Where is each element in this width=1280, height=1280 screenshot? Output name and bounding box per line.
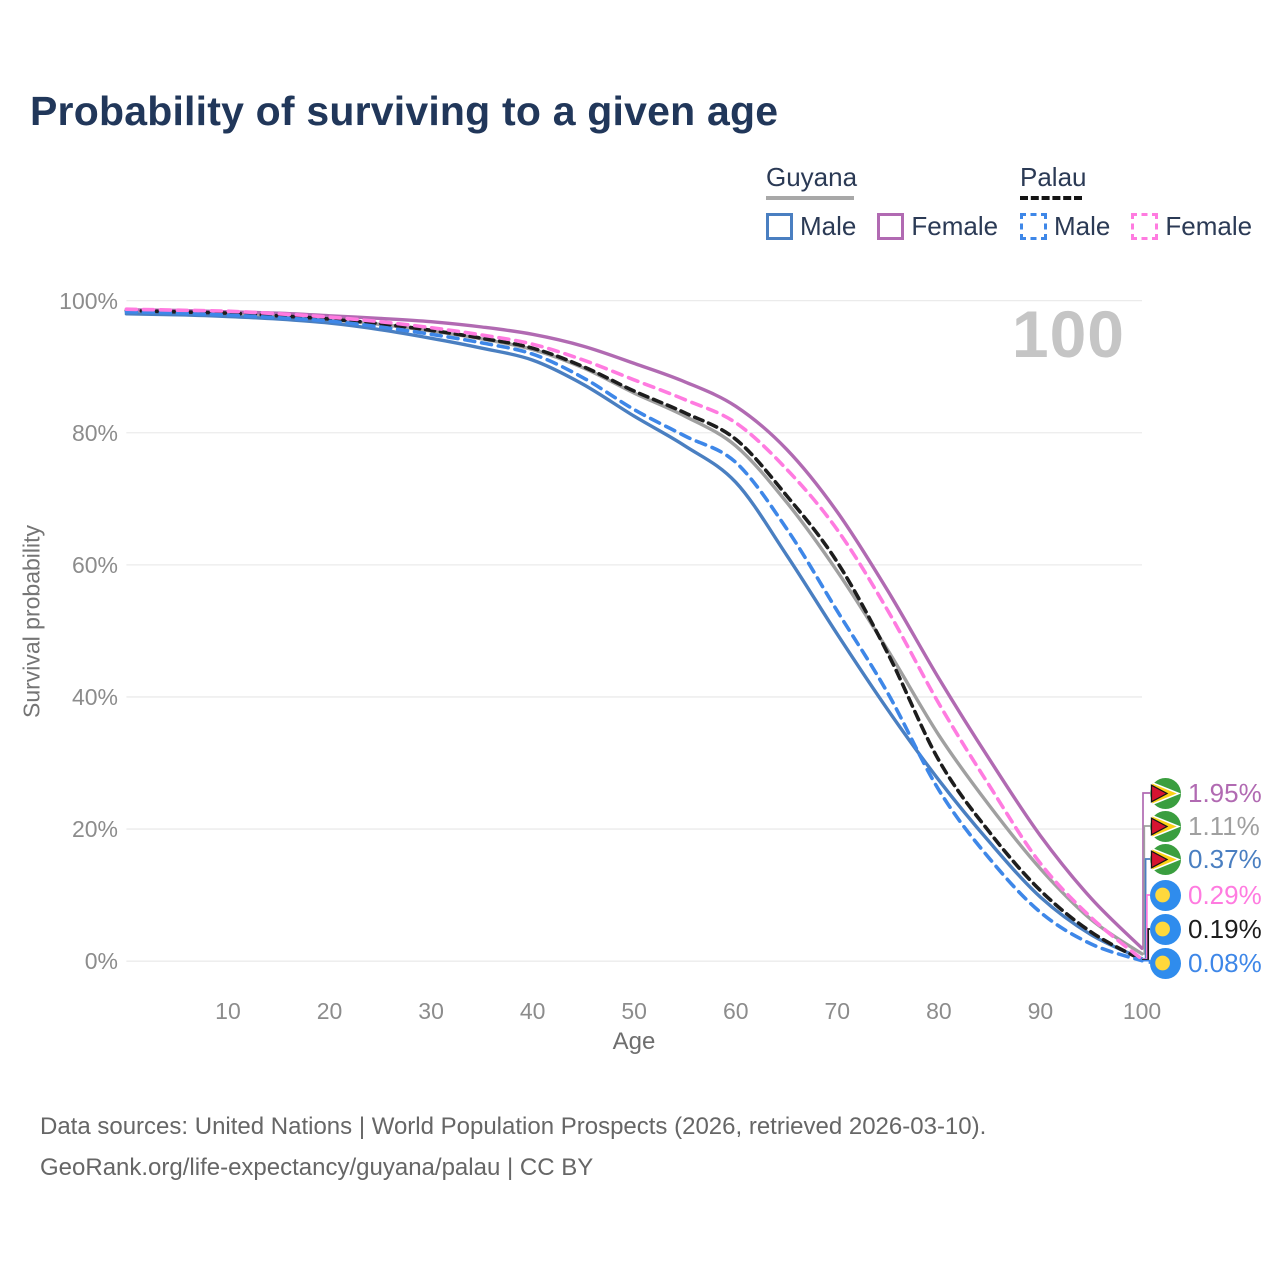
- end-label-row-palau-male: 0.08%: [1150, 946, 1262, 980]
- x-tick-label: 80: [926, 998, 952, 1024]
- footer-attribution-line: GeoRank.org/life-expectancy/guyana/palau…: [40, 1154, 594, 1181]
- legend-item-label: Male: [1054, 211, 1111, 241]
- legend-item-label: Female: [911, 211, 999, 241]
- watermark-age-100: 100: [1011, 297, 1125, 371]
- palau-flag-icon: [1150, 913, 1181, 945]
- guyana-flag-icon: [1150, 843, 1181, 875]
- x-tick-label: 90: [1027, 998, 1054, 1024]
- survival-at-100-value: 0.29%: [1188, 879, 1262, 910]
- y-tick-label: 100%: [59, 287, 118, 314]
- survival-at-100-value: 1.95%: [1188, 777, 1262, 808]
- legend-item-label: Male: [800, 211, 857, 241]
- guyana-flag-icon: [1150, 777, 1181, 809]
- survival-at-100-value: 0.08%: [1188, 947, 1262, 978]
- legend-item-guyana-female[interactable]: Female: [877, 211, 998, 242]
- end-label-row-palau-total: 0.19%: [1150, 912, 1262, 946]
- legend-country-palau: Palau: [1020, 162, 1087, 192]
- y-tick-label: 60%: [71, 551, 118, 578]
- legend-group-palau: Palau Male Female: [1020, 162, 1273, 242]
- footer: Data sources: United Nations | World Pop…: [40, 1106, 986, 1188]
- survival-plot: [124, 299, 1151, 964]
- guyana-flag-icon: [1150, 777, 1181, 809]
- legend-items-palau: Male Female: [1020, 211, 1273, 242]
- end-label-connector: [1142, 825, 1150, 955]
- end-label-row-guyana-female: 1.95%: [1150, 776, 1262, 810]
- palau-flag-icon: [1150, 947, 1181, 979]
- legend-item-label: Female: [1165, 211, 1253, 241]
- survival-curve-palau-male: [124, 310, 1144, 963]
- x-tick-label: 100: [1122, 998, 1162, 1024]
- legend-item-palau-male[interactable]: Male: [1020, 211, 1110, 242]
- page-title: Probability of surviving to a given age: [30, 88, 779, 134]
- x-tick-label: 50: [621, 998, 647, 1024]
- legend-group-guyana: Guyana Male Female: [766, 162, 1019, 242]
- x-tick-label: 40: [519, 998, 546, 1024]
- legend-swatch-solid: [877, 213, 905, 240]
- x-tick-label: 70: [824, 998, 851, 1024]
- x-tick-label: 10: [215, 998, 241, 1024]
- guyana-flag-icon: [1150, 843, 1181, 875]
- palau-flag-icon: [1150, 879, 1181, 911]
- x-tick-label: 30: [418, 998, 444, 1024]
- legend-item-guyana-male[interactable]: Male: [766, 211, 856, 242]
- end-label-row-palau-female: 0.29%: [1150, 878, 1262, 912]
- legend-country-guyana: Guyana: [766, 162, 858, 192]
- survival-at-100-value: 0.37%: [1188, 843, 1262, 874]
- survival-at-100-value: 0.19%: [1188, 913, 1262, 944]
- y-tick-label: 40%: [71, 683, 118, 710]
- y-tick-label: 80%: [71, 419, 118, 446]
- legend-swatch-solid: [766, 213, 793, 240]
- end-label-row-guyana-total: 1.11%: [1150, 809, 1260, 843]
- x-axis-title: Age: [612, 1028, 656, 1055]
- end-label-connector: [1142, 959, 1151, 964]
- guyana-flag-icon: [1150, 810, 1181, 842]
- legend-underline-dashed: [1020, 196, 1082, 200]
- legend-item-palau-female[interactable]: Female: [1131, 211, 1252, 242]
- legend-swatch-dashed: [1131, 213, 1159, 240]
- palau-flag-icon: [1150, 913, 1181, 945]
- x-tick-label: 60: [722, 998, 749, 1024]
- footer-sources-line: Data sources: United Nations | World Pop…: [40, 1113, 987, 1140]
- legend-swatch-dashed: [1020, 213, 1047, 240]
- x-tick-label: 20: [316, 998, 343, 1024]
- survival-curve-palau-female: [124, 307, 1144, 962]
- survival-curve-guyana-female: [124, 308, 1144, 950]
- end-label-row-guyana-male: 0.37%: [1150, 842, 1262, 876]
- legend-underline-solid: [766, 196, 854, 200]
- y-tick-label: 0%: [84, 948, 118, 975]
- legend-items-guyana: Male Female: [766, 211, 1019, 242]
- guyana-flag-icon: [1150, 810, 1181, 842]
- y-tick-label: 20%: [71, 816, 118, 843]
- palau-flag-icon: [1150, 947, 1181, 979]
- palau-flag-icon: [1150, 879, 1181, 911]
- end-label-connector: [1142, 792, 1150, 950]
- y-axis-title: Survival probability: [18, 524, 45, 719]
- survival-curve-palau-total: [124, 308, 1144, 962]
- survival-at-100-value: 1.11%: [1188, 810, 1260, 841]
